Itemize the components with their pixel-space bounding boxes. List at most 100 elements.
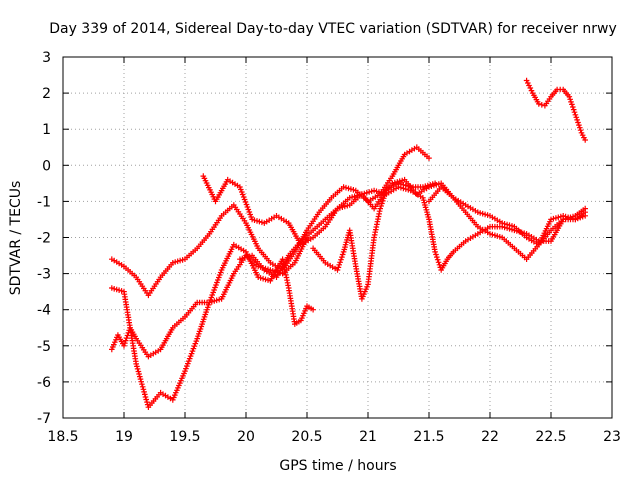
data-point: [188, 350, 195, 357]
x-tick-label: 18.5: [47, 429, 78, 445]
y-tick-label: -2: [37, 231, 51, 247]
data-point: [569, 101, 575, 108]
data-point: [433, 251, 439, 258]
data-point: [210, 289, 216, 296]
data-point: [270, 267, 276, 274]
data-point: [209, 292, 215, 298]
data-point: [241, 196, 248, 203]
data-point: [238, 186, 244, 193]
data-point: [184, 363, 190, 369]
data-point: [377, 205, 383, 212]
data-point: [124, 332, 131, 339]
y-tick-label: 1: [42, 122, 51, 138]
data-point: [172, 259, 178, 265]
y-tick-label: -4: [37, 303, 51, 319]
data-point: [116, 287, 122, 293]
y-tick-label: -6: [37, 375, 51, 391]
x-tick-label: 20.5: [291, 429, 322, 445]
data-point: [213, 297, 220, 304]
data-point: [381, 192, 388, 199]
data-point: [197, 326, 204, 332]
data-point: [246, 209, 253, 215]
y-tick-label: -1: [37, 194, 51, 210]
data-point: [212, 284, 218, 291]
data-point: [574, 117, 580, 123]
data-point: [122, 337, 129, 344]
data-point: [137, 373, 143, 380]
data-point: [426, 155, 432, 161]
x-tick-label: 22: [481, 429, 499, 445]
data-point: [133, 361, 139, 367]
data-point: [189, 348, 196, 354]
data-point: [239, 191, 246, 198]
plot-frame: [62, 56, 613, 419]
data-point: [573, 114, 580, 121]
data-point: [361, 291, 367, 297]
data-point: [334, 267, 341, 273]
data-point: [182, 368, 188, 374]
data-point: [190, 345, 197, 352]
data-point: [571, 109, 578, 115]
data-point: [342, 203, 348, 210]
data-point: [434, 256, 441, 263]
data-point: [376, 208, 383, 214]
data-point: [550, 215, 557, 222]
data-point: [338, 256, 344, 263]
y-tick-label: -5: [37, 339, 51, 355]
data-point: [371, 234, 377, 241]
data-point: [562, 213, 569, 220]
x-tick-label: 22.5: [535, 429, 566, 445]
data-point: [379, 200, 385, 207]
data-point: [576, 122, 582, 128]
data-point: [568, 99, 574, 105]
data-point: [577, 127, 584, 133]
data-point: [339, 254, 345, 260]
data-point: [428, 183, 435, 189]
data-point: [143, 396, 149, 403]
series-track-1: [109, 241, 316, 410]
data-point: [186, 355, 193, 362]
data-point: [555, 214, 562, 221]
data-point: [570, 104, 576, 110]
y-tick-label: 2: [42, 86, 51, 102]
data-point: [142, 394, 149, 400]
data-point: [213, 282, 219, 288]
data-point: [245, 206, 252, 213]
data-point: [134, 366, 141, 372]
data-point: [191, 343, 198, 349]
data-point: [482, 211, 488, 218]
y-tick-label: -3: [37, 267, 51, 283]
data-point: [216, 272, 223, 278]
data-point: [398, 184, 404, 191]
data-point: [138, 378, 144, 385]
data-point: [187, 353, 194, 359]
data-point: [242, 199, 249, 205]
data-point: [209, 299, 215, 305]
x-tick-label: 21: [359, 429, 377, 445]
y-axis-label: SDTVAR / TECUs: [8, 181, 24, 296]
data-point: [489, 231, 496, 238]
axis-ticks: [62, 56, 613, 419]
data-point: [354, 192, 360, 199]
series-track-5: [237, 184, 588, 280]
data-point: [582, 137, 588, 143]
data-point: [144, 399, 150, 405]
data-point: [237, 184, 243, 190]
data-point: [256, 218, 263, 225]
data-point: [257, 275, 264, 281]
data-point: [494, 233, 501, 239]
data-point: [380, 195, 387, 202]
data-point: [216, 274, 222, 281]
data-point: [572, 112, 579, 118]
series-track-8: [523, 77, 588, 143]
y-tick-label: -7: [37, 411, 51, 427]
x-tick-labels: 18.5 19 19.5 20 20.5 21 21.5 22 22.5 23: [47, 429, 621, 445]
data-point: [217, 269, 224, 276]
data-point: [262, 276, 269, 283]
data-point: [215, 277, 221, 283]
data-point: [251, 217, 258, 223]
data-point: [349, 194, 355, 200]
data-point: [139, 381, 145, 387]
data-point: [501, 221, 508, 227]
